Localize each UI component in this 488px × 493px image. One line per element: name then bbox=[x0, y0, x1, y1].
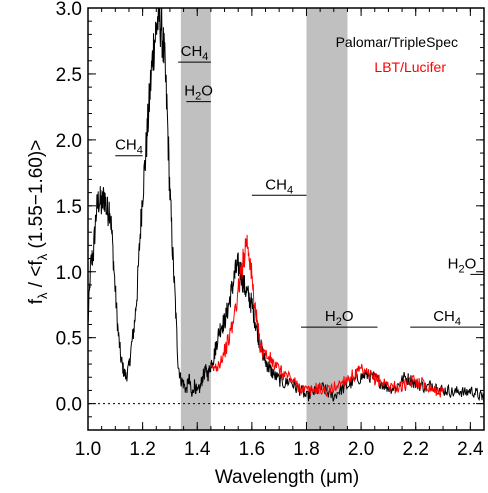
x-tick-label: 1.8 bbox=[293, 439, 319, 460]
y-axis-label: fλ / <fλ (1.55−1.60)> bbox=[26, 140, 50, 305]
annotation-label-4: H2O bbox=[325, 308, 354, 328]
series-line-1 bbox=[210, 234, 444, 398]
y-axis-ticks: 0.0 0.5 1.0 1.5 2.0 2.5 3.0 bbox=[56, 0, 484, 418]
annotation-2: H2O bbox=[184, 83, 213, 103]
series-lines bbox=[87, 7, 485, 403]
annotation-0: CH4 bbox=[115, 137, 143, 157]
annotation-label-0: CH4 bbox=[115, 137, 143, 157]
x-axis-ticks: 1.0 1.2 1.4 1.6 1.8 2.0 2.2 2.4 bbox=[75, 8, 485, 460]
annotation-3: CH4 bbox=[251, 176, 307, 196]
y-axis-label-mid: / <f bbox=[26, 260, 47, 293]
shaded-band-0 bbox=[180, 8, 211, 430]
annotation-label-2: H2O bbox=[184, 83, 213, 103]
annotation-label-1: CH4 bbox=[181, 43, 209, 63]
annotation-label-6: H2O bbox=[448, 255, 477, 275]
y-axis-label-f: f bbox=[26, 298, 47, 304]
shaded-band-1 bbox=[306, 8, 348, 430]
x-tick-label: 1.4 bbox=[184, 439, 211, 460]
annotation-label-3: CH4 bbox=[265, 176, 293, 196]
annotation-4: H2O bbox=[301, 308, 378, 328]
annotation-label-5: CH4 bbox=[433, 308, 461, 328]
x-tick-label: 1.6 bbox=[239, 439, 265, 460]
annotation-6: H2O bbox=[448, 255, 484, 275]
x-tick-label: 1.2 bbox=[129, 439, 155, 460]
x-tick-label: 2.0 bbox=[348, 439, 374, 460]
legend-entry-palomar: Palomar/TripleSpec bbox=[336, 34, 458, 50]
x-axis-label-suffix: ) bbox=[353, 467, 359, 488]
y-tick-label: 1.5 bbox=[56, 197, 82, 218]
y-tick-label: 1.0 bbox=[56, 263, 82, 284]
x-axis-label: Wavelength (μm) bbox=[215, 467, 359, 488]
y-axis-label-sub2: λ bbox=[35, 253, 50, 260]
y-axis-label-end: (1.55−1.60)> bbox=[26, 140, 47, 254]
x-tick-label: 1.0 bbox=[75, 439, 101, 460]
y-tick-label: 3.0 bbox=[56, 0, 82, 20]
x-tick-label: 2.2 bbox=[403, 439, 429, 460]
annotation-1: CH4 bbox=[178, 43, 211, 63]
shaded-bands bbox=[180, 8, 348, 430]
x-axis-label-prefix: Wavelength ( bbox=[215, 467, 327, 488]
y-tick-label: 2.5 bbox=[56, 65, 82, 86]
x-axis-label-unit: μm bbox=[326, 467, 353, 488]
y-tick-label: 0.0 bbox=[56, 395, 82, 416]
x-tick-label: 2.4 bbox=[457, 439, 484, 460]
molecule-annotations: CH4 CH4 H2O CH4 H2O CH4 H2O bbox=[115, 43, 484, 328]
legend-entry-lbt: LBT/Lucifer bbox=[374, 59, 446, 75]
annotation-5: CH4 bbox=[410, 308, 484, 328]
y-tick-label: 0.5 bbox=[56, 329, 82, 350]
y-tick-label: 2.0 bbox=[56, 131, 82, 152]
y-axis-label-sub1: λ bbox=[35, 292, 50, 299]
